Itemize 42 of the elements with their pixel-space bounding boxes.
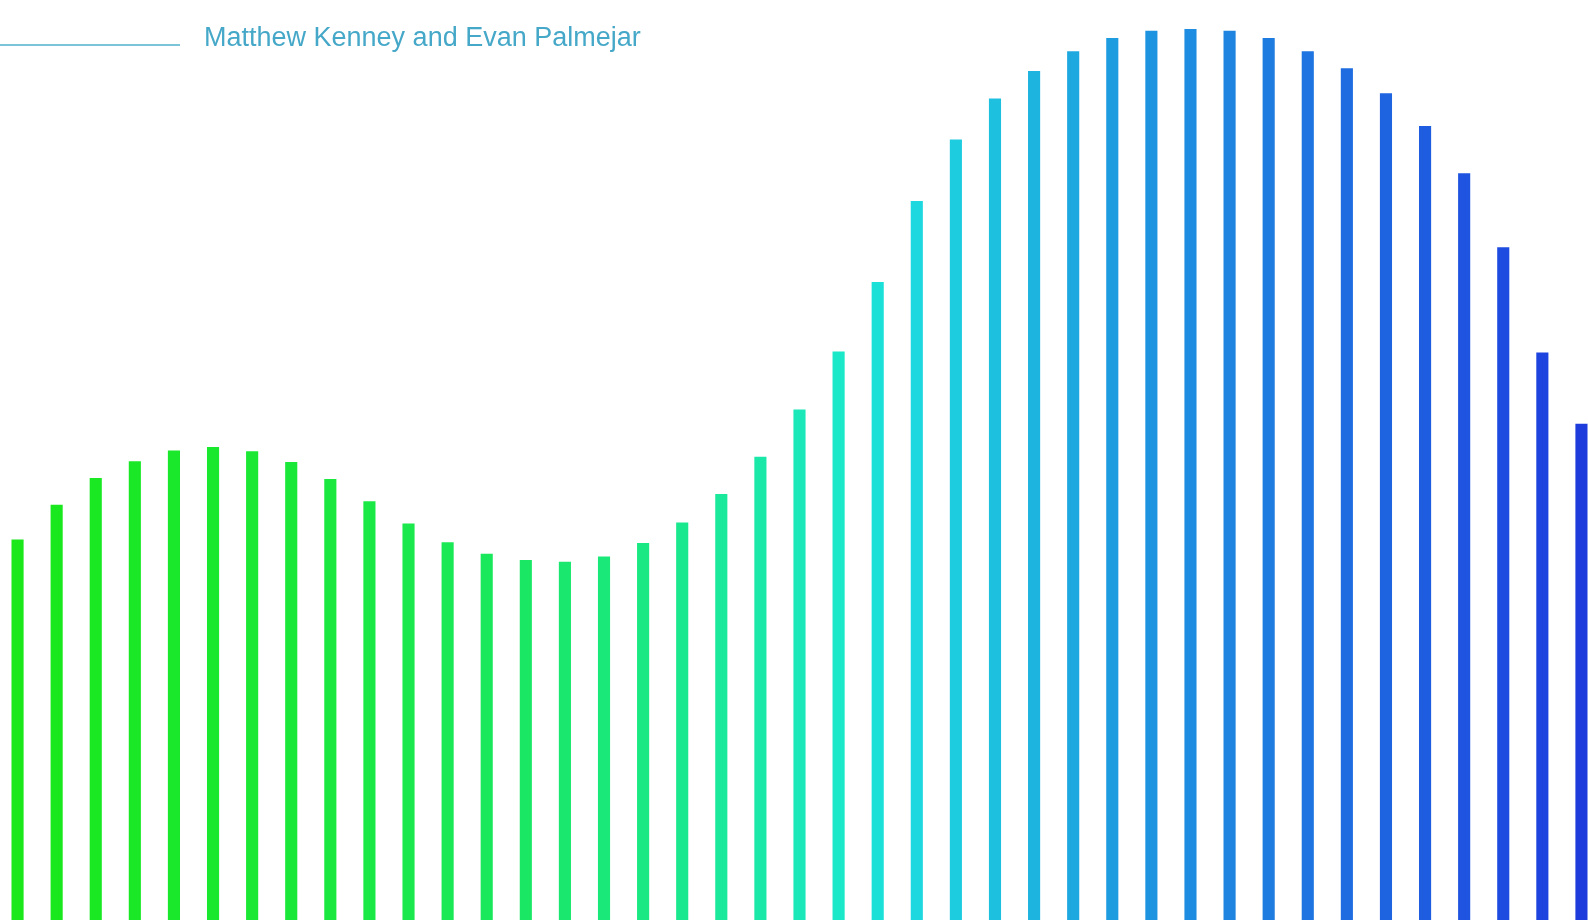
bar: [1262, 37, 1275, 920]
bar: [754, 456, 767, 920]
bar: [1145, 30, 1158, 920]
bar: [910, 200, 923, 920]
bar: [89, 478, 102, 920]
bar: [676, 522, 689, 920]
bar: [637, 543, 650, 920]
bar: [988, 98, 1002, 920]
bar: [11, 539, 24, 920]
bar: [441, 542, 454, 920]
bar: [1575, 423, 1588, 920]
bar: [1184, 29, 1197, 920]
bar: [1458, 173, 1471, 920]
bar: [832, 351, 845, 920]
bar: [1497, 247, 1510, 920]
bar: [1028, 70, 1041, 920]
bar: [871, 282, 884, 920]
bar: [1067, 51, 1080, 920]
bar: [1379, 93, 1393, 920]
bar: [1223, 30, 1236, 920]
bar: [480, 553, 493, 920]
bar: [597, 556, 611, 920]
bar: [1340, 68, 1353, 920]
bar: [1106, 37, 1119, 920]
bar: [246, 451, 259, 920]
bar: [1301, 51, 1314, 920]
bar: [363, 501, 376, 920]
bar: [206, 446, 220, 920]
bar: [519, 560, 532, 920]
bar: [324, 478, 337, 920]
bar: [1536, 352, 1549, 920]
bar: [167, 450, 180, 920]
bar: [402, 523, 415, 920]
bar: [793, 409, 806, 920]
bar: [1419, 126, 1432, 920]
bar: [558, 561, 571, 920]
bar: [128, 461, 141, 920]
bar: [949, 139, 962, 920]
bar: [50, 504, 63, 920]
chart-title: Matthew Kenney and Evan Palmejar: [204, 22, 641, 53]
bar: [715, 494, 728, 920]
bar: [285, 462, 298, 920]
